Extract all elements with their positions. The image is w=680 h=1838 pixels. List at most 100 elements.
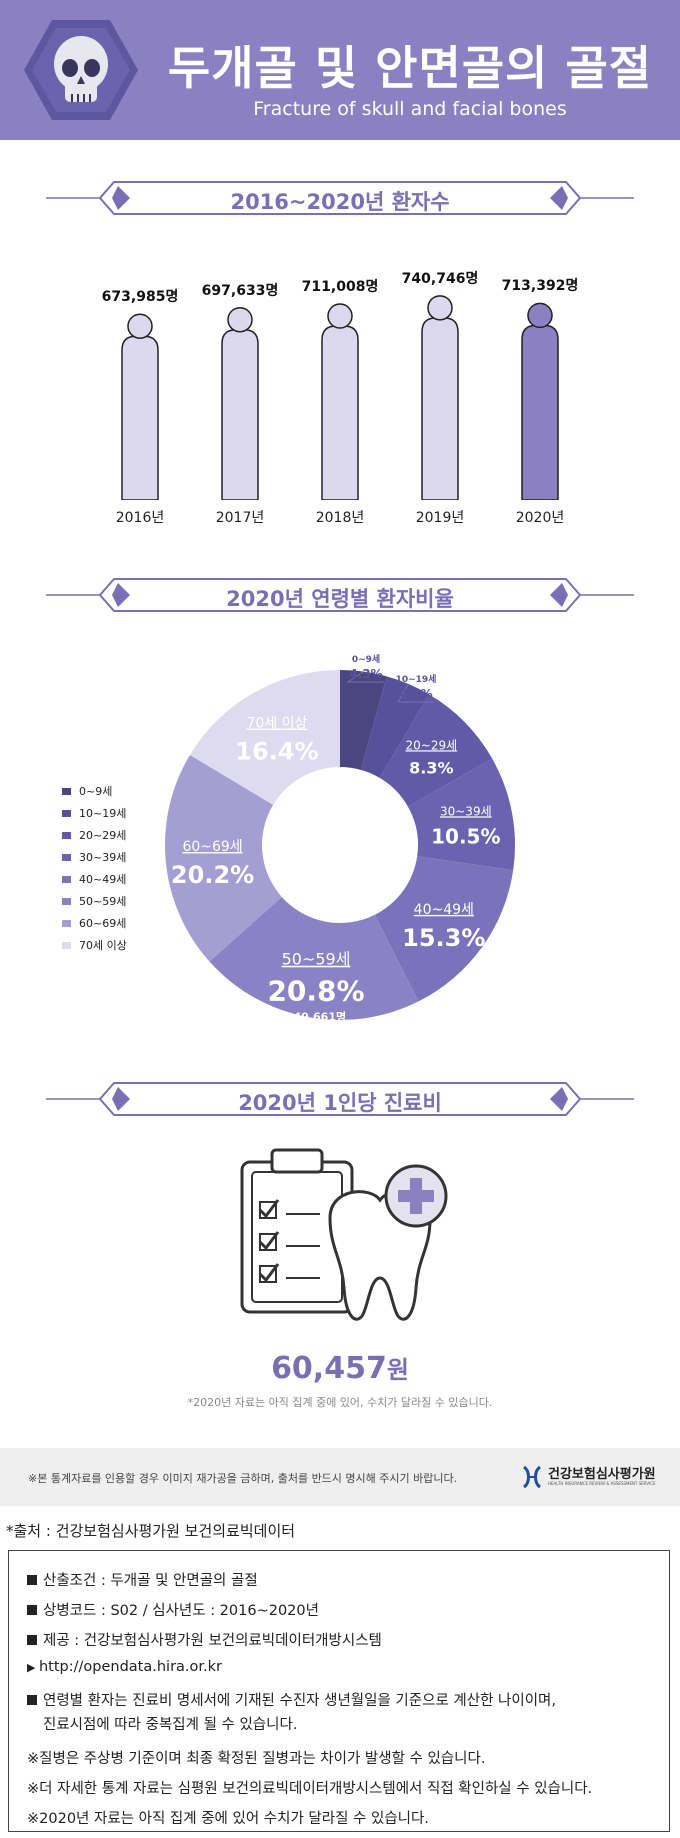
detail-text: ※2020년 자료는 아직 집계 중에 있어 수치가 달라질 수 있습니다. [27,1811,429,1827]
bullet-square-icon [27,1695,37,1705]
legend-swatch [62,897,71,905]
bar-value-label: 711,008명 [301,279,379,296]
legend-label: 20~29세 [79,829,127,842]
legend-item: 10~19세 [62,802,127,824]
legend-item: 40~49세 [62,868,127,890]
bar-year-label: 2018년 [315,510,365,526]
clipboard-tooth-icon [240,1148,448,1321]
detail-text: 상병코드 : S02 / 심사년도 : 2016~2020년 [43,1603,319,1619]
detail-line: ▶ http://opendata.hira.or.kr [27,1659,222,1675]
section-title-age: 2020년 연령별 환자비율 [226,587,454,611]
detail-text[interactable]: http://opendata.hira.or.kr [38,1659,222,1675]
pie-value-label: 20.8% [267,975,364,1008]
legend-swatch [62,941,71,949]
bar-person-4 [521,302,559,500]
legend-swatch [62,919,71,927]
bar-year-label: 2017년 [215,510,265,526]
cost-value: 60,457 [271,1351,387,1386]
page-title: 두개골 및 안면골의 골절 [167,41,653,95]
page-subtitle: Fracture of skull and facial bones [253,98,567,120]
org-name-en: HEALTH INSURANCE REVIEW & ASSESSMENT SER… [548,1481,656,1486]
legend-item: 70세 이상 [62,934,127,956]
notice-text: ※본 통계자료를 인용할 경우 이미지 재가공을 금하며, 출처를 반드시 명시… [28,1472,458,1485]
legend-item: 50~59세 [62,890,127,912]
pie-value-label: 20.2% [171,861,254,889]
section-banner-cost [46,1082,634,1116]
legend-item: 0~9세 [62,780,127,802]
detail-text: 산출조건 : 두개골 및 안면골의 골절 [43,1573,258,1589]
detail-text: 진료시점에 따라 중복집계 될 수 있습니다. [43,1717,298,1733]
pie-value-label: 4.2% [399,687,432,701]
legend-label: 10~19세 [79,807,127,820]
pie-slice-3 [407,758,515,871]
bullet-triangle-icon: ▶ [27,1661,39,1674]
age-legend: 0~9세 10~19세 20~29세 30~39세 40~49세 50~59세 60~69세… [62,780,127,956]
legend-swatch [62,853,71,861]
pie-category-label: 30~39세 [440,804,492,818]
bar-person-2 [321,303,359,500]
pie-slice-7 [189,670,340,805]
bar-value-label: 697,633명 [201,282,279,299]
cost-note: *2020년 자료는 아직 집계 중에 있어, 수치가 달라질 수 있습니다. [187,1396,493,1409]
detail-text: 제공 : 건강보험심사평가원 보건의료빅데이터개방시스템 [43,1633,382,1649]
pie-category-label: 10~19세 [396,673,437,685]
pie-value-label: 8.3% [409,758,453,777]
leader-line [397,683,434,703]
pie-slice-2 [379,694,493,807]
legend-label: 70세 이상 [79,939,127,952]
org-name: 건강보험심사평가원 [548,1467,656,1482]
pie-category-label: 50~59세 [282,950,351,969]
section-banner-age [46,578,634,612]
pie-category-label: 60~69세 [182,839,242,855]
bar-value-label: 713,392명 [501,278,579,295]
pie-slice-5 [209,896,419,1020]
pie-value-label: 10.5% [431,824,500,848]
section-banner-patients [46,181,634,215]
legend-item: 60~69세 [62,912,127,934]
pie-slice-0 [340,670,387,770]
pie-slice-6 [164,754,282,962]
detail-line: ※더 자세한 통계 자료는 심평원 보건의료빅데이터개방시스템에서 직접 확인하… [27,1777,592,1798]
detail-line: ※질병은 주상병 기준이며 최종 확정된 질병과는 차이가 발생할 수 있습니다… [27,1747,485,1768]
hira-logo-icon [522,1465,542,1489]
pie-value-label: 4.3% [349,667,382,681]
detail-text: 연령별 환자는 진료비 명세서에 기재된 수진자 생년월일을 기준으로 계산한 … [43,1693,556,1709]
legend-swatch [62,787,71,795]
bar-year-label: 2019년 [415,510,465,526]
pie-value-label: 16.4% [235,738,318,766]
bullet-square-icon [27,1575,37,1585]
legend-label: 60~69세 [79,917,127,930]
pie-annotation: 149,661명 [286,1010,346,1024]
pie-category-label: 40~49세 [414,902,474,918]
bar-value-label: 673,985명 [101,289,179,306]
detail-text: ※질병은 주상병 기준이며 최종 확정된 질병과는 차이가 발생할 수 있습니다… [27,1751,486,1767]
bar-person-1 [221,306,259,500]
header-banner: 두개골 및 안면골의 골절 Fracture of skull and faci… [0,0,680,140]
detail-line: 산출조건 : 두개골 및 안면골의 골절 [27,1569,258,1590]
leader-line [346,671,384,683]
pie-category-label: 70세 이상 [246,716,307,732]
bar-person-0 [121,313,159,500]
bar-person-3 [421,295,459,500]
legend-swatch [62,809,71,817]
legend-item: 30~39세 [62,846,127,868]
detail-text: ※더 자세한 통계 자료는 심평원 보건의료빅데이터개방시스템에서 직접 확인하… [27,1781,593,1797]
legend-label: 50~59세 [79,895,127,908]
cost-per-person: 60,457원 [0,1350,680,1386]
detail-line: 상병코드 : S02 / 심사년도 : 2016~2020년 [27,1599,319,1620]
age-donut-chart: 0~9세 4.3% 10~19세 4.2% 20~29세 8.3% 30~39세 10.5% 4… [164,653,515,1024]
bar-value-label: 740,746명 [401,270,479,287]
pie-category-label: 20~29세 [406,738,458,752]
source-text: *출처 : 건강보험심사평가원 보건의료빅데이터 [6,1522,296,1540]
detail-line: 제공 : 건강보험심사평가원 보건의료빅데이터개방시스템 [27,1629,382,1650]
bar-year-label: 2020년 [515,510,565,526]
section-title-cost: 2020년 1인당 진료비 [238,1091,442,1115]
bar-year-label: 2016년 [115,510,165,526]
bullet-square-icon [27,1605,37,1615]
detail-line: ※2020년 자료는 아직 집계 중에 있어 수치가 달라질 수 있습니다. [27,1807,429,1828]
pie-category-label: 0~9세 [352,653,380,665]
detail-line: 진료시점에 따라 중복집계 될 수 있습니다. [43,1713,297,1734]
legend-item: 20~29세 [62,824,127,846]
skull-icon [24,20,138,120]
